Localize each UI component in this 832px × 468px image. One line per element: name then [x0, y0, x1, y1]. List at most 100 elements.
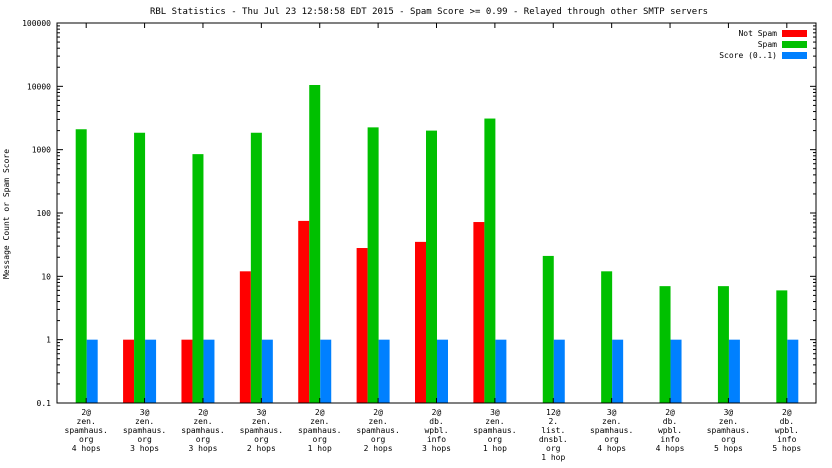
bar-spam: [309, 84, 321, 404]
x-category-label-line: 5 hops: [772, 444, 801, 453]
x-category-label-line: db.: [663, 417, 677, 426]
x-category-label-line: org: [254, 435, 269, 444]
x-category-label-line: 3 hops: [422, 444, 451, 453]
bar-spam: [250, 132, 262, 403]
bar-score-0-1: [320, 339, 332, 403]
y-tick-label: 100000: [22, 19, 51, 28]
x-category-label-line: 2@: [198, 408, 208, 417]
x-category-label-line: 3 hops: [189, 444, 218, 453]
x-category-label-line: 5 hops: [714, 444, 743, 453]
bar-spam: [717, 286, 729, 403]
x-category-label-line: spamhaus.: [65, 426, 108, 435]
x-category-label: 12@ 2. list. dnsbl. org 1 hop: [539, 408, 568, 462]
x-category-label-line: spamhaus.: [298, 426, 341, 435]
x-category-label-line: info: [660, 435, 679, 444]
x-category-label: 2@ zen. spamhaus. org 3 hops: [181, 408, 224, 453]
x-category-label: 3@ zen. spamhaus. org 2 hops: [240, 408, 283, 453]
x-category-label: 2@ zen. spamhaus. org 4 hops: [65, 408, 108, 453]
legend-swatch: [782, 30, 807, 37]
bar-score-0-1: [203, 339, 215, 403]
bar-spam: [484, 118, 496, 404]
x-category-label-line: 1 hop: [308, 444, 332, 453]
x-category-label-line: 3 hops: [130, 444, 159, 453]
y-tick-label: 100: [37, 209, 52, 218]
x-category-label-line: spamhaus.: [590, 426, 633, 435]
x-category-label-line: 2 hops: [364, 444, 393, 453]
x-category-label: 3@ zen. spamhaus. org 5 hops: [707, 408, 750, 453]
legend-swatch: [782, 41, 807, 48]
x-category-label-line: 3@: [257, 408, 267, 417]
bar-spam: [192, 154, 204, 403]
x-category-label-line: list.: [541, 426, 565, 435]
x-category-label-line: spamhaus.: [240, 426, 283, 435]
bar-spam: [601, 271, 613, 403]
x-category-label-line: wpbl.: [424, 426, 448, 435]
x-category-label-line: 2 hops: [247, 444, 276, 453]
x-category-label-line: zen.: [193, 417, 212, 426]
x-category-label: 2@ zen. spamhaus. org 1 hop: [298, 408, 341, 453]
x-category-label-line: spamhaus.: [356, 426, 399, 435]
x-category-label-line: 4 hops: [656, 444, 685, 453]
x-category-label-line: 3@: [490, 408, 500, 417]
bar-score-0-1: [670, 339, 682, 403]
x-category-label: 3@ zen. spamhaus. org 3 hops: [123, 408, 166, 453]
bar-not-spam: [356, 248, 368, 403]
x-category-label-line: zen.: [77, 417, 96, 426]
x-category-label: 3@ zen. spamhaus. org 1 hop: [473, 408, 516, 453]
x-category-label-line: 3@: [607, 408, 617, 417]
bars-layer: [75, 84, 799, 404]
bar-not-spam: [123, 339, 135, 403]
x-category-label-line: zen.: [602, 417, 621, 426]
x-category-label-line: org: [488, 435, 503, 444]
x-category-label-line: spamhaus.: [473, 426, 516, 435]
x-category-label-line: 1 hop: [541, 453, 565, 462]
x-category-label-line: 2@: [432, 408, 442, 417]
x-category-label-line: org: [196, 435, 211, 444]
x-category-label-line: 2@: [373, 408, 383, 417]
x-category-label-line: org: [604, 435, 619, 444]
x-category-label-line: 2.: [548, 417, 558, 426]
y-tick-label: 1: [46, 336, 51, 345]
x-category-label-line: spamhaus.: [707, 426, 750, 435]
x-category-label-line: 3@: [140, 408, 150, 417]
x-category-label-line: 4 hops: [597, 444, 626, 453]
x-category-label-line: 2@: [315, 408, 325, 417]
bar-spam: [426, 130, 437, 403]
bar-spam: [776, 290, 788, 403]
x-category-label-line: zen.: [135, 417, 154, 426]
x-category-label: 2@ zen. spamhaus. org 2 hops: [356, 408, 399, 453]
bar-score-0-1: [495, 339, 507, 403]
x-category-label-line: org: [137, 435, 152, 444]
bar-not-spam: [415, 241, 426, 403]
bar-spam: [134, 132, 146, 403]
x-category-label-line: zen.: [368, 417, 387, 426]
bar-score-0-1: [728, 339, 740, 403]
bar-not-spam: [473, 222, 485, 403]
bar-spam: [75, 129, 87, 403]
x-category-label-line: org: [546, 444, 561, 453]
bar-spam: [542, 255, 554, 403]
legend-label: Score (0..1): [719, 51, 777, 60]
bar-not-spam: [181, 339, 193, 403]
x-category-label-line: org: [721, 435, 736, 444]
x-category-label-line: wpbl.: [775, 426, 799, 435]
x-category-label-line: 4 hops: [72, 444, 101, 453]
x-category-label-line: zen.: [719, 417, 738, 426]
y-tick-label: 10000: [27, 82, 51, 91]
x-category-label-line: 12@: [546, 408, 561, 417]
x-category-label: 3@ zen. spamhaus. org 4 hops: [590, 408, 633, 453]
bar-score-0-1: [145, 339, 157, 403]
y-tick-label: 0.1: [37, 399, 52, 408]
x-category-label-line: 2@: [782, 408, 792, 417]
x-category-label-line: 2@: [665, 408, 675, 417]
x-category-label-line: 1 hop: [483, 444, 507, 453]
bar-not-spam: [298, 220, 310, 403]
bar-not-spam: [239, 271, 251, 403]
x-category-label: 2@ db. wpbl. info 4 hops: [656, 408, 685, 453]
bar-spam: [367, 127, 379, 404]
bar-score-0-1: [261, 339, 273, 403]
x-category-label-line: 2@: [81, 408, 91, 417]
y-tick-label: 10: [41, 272, 51, 281]
legend: Not Spam Spam Score (0..1): [719, 29, 807, 60]
